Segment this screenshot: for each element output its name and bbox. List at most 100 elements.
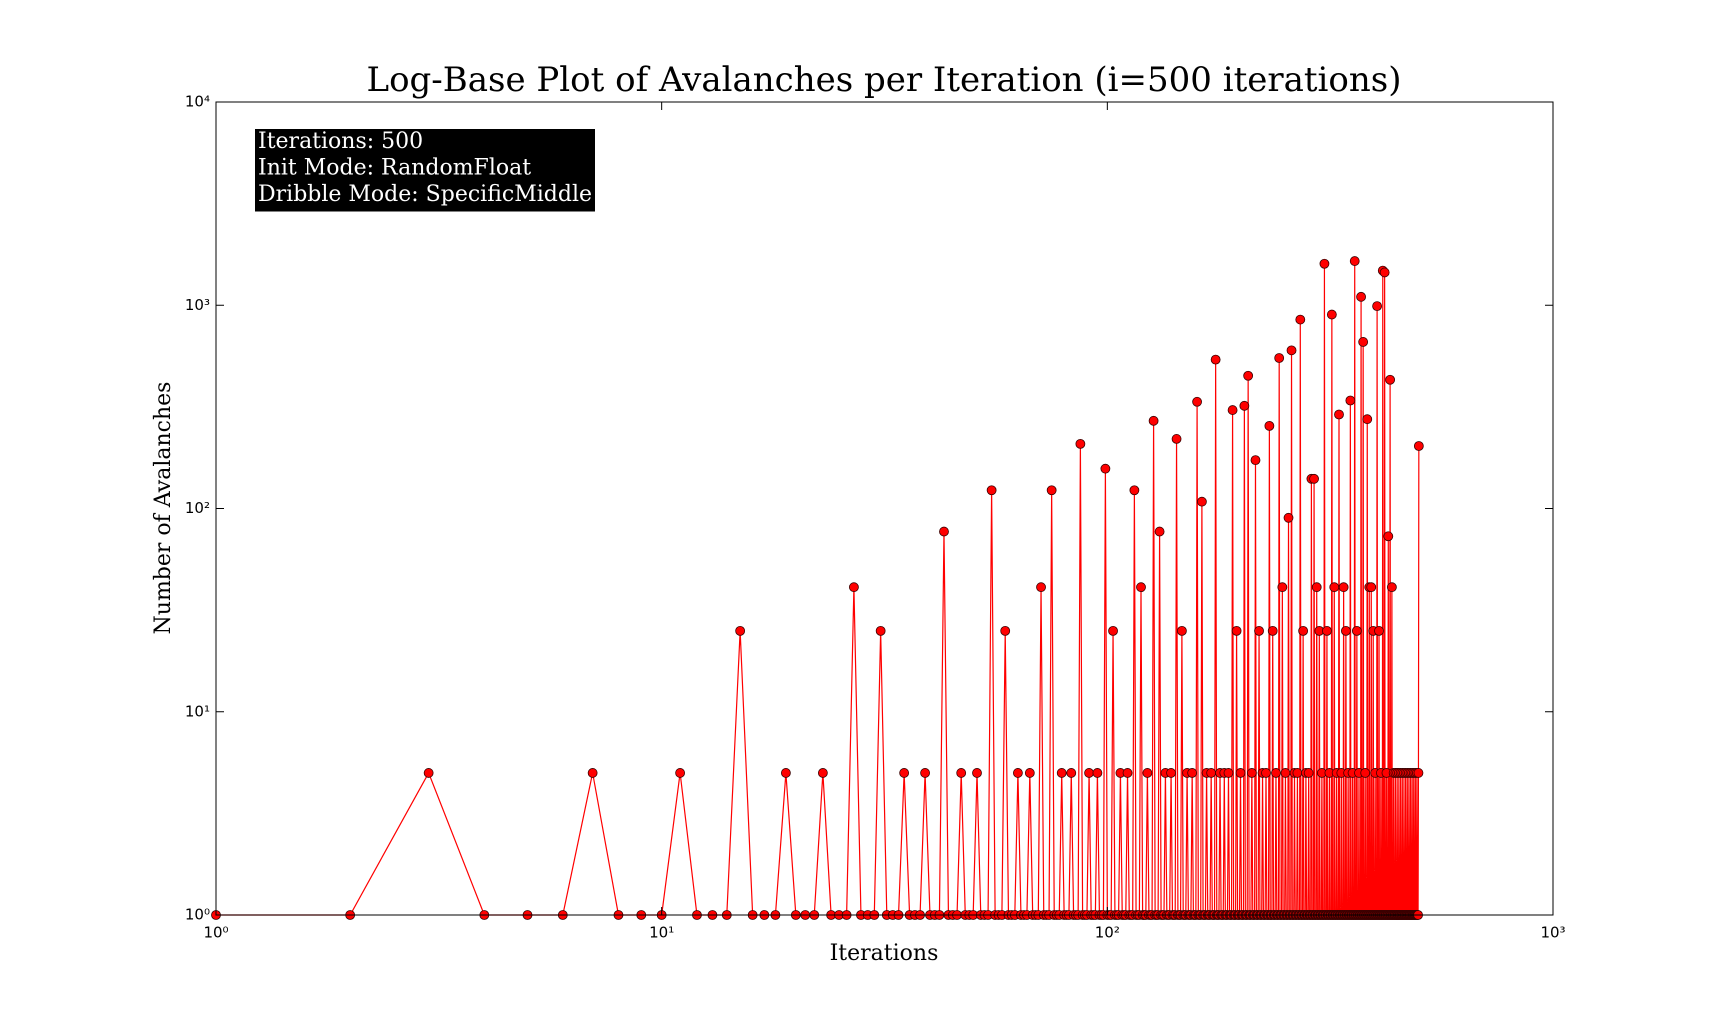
annotation-background — [255, 129, 595, 212]
data-point — [1349, 256, 1360, 266]
data-point — [1385, 374, 1395, 385]
data-point — [1246, 768, 1257, 778]
data-point — [587, 768, 598, 778]
annotation-line: Init Mode: RandomFloat — [258, 156, 531, 181]
data-point — [735, 625, 746, 636]
data-point — [899, 768, 910, 778]
data-point — [1166, 768, 1176, 778]
data-point — [1413, 768, 1424, 778]
data-point — [1267, 625, 1278, 636]
data-point — [1264, 420, 1275, 431]
data-point — [1235, 768, 1246, 778]
data-point — [1148, 415, 1159, 426]
data-point — [780, 768, 791, 778]
data-point — [1108, 625, 1118, 636]
data-point — [1338, 582, 1349, 593]
data-point — [1345, 395, 1356, 406]
data-point — [1309, 473, 1319, 484]
chart-title: Log-Base Plot of Avalanches per Iteratio… — [366, 60, 1401, 100]
data-point — [1372, 301, 1382, 312]
data-point — [1084, 768, 1094, 778]
data-point — [1154, 526, 1165, 537]
data-point — [1046, 485, 1057, 496]
data-point — [1362, 414, 1373, 425]
x-tick-label: 10² — [1095, 924, 1120, 942]
data-point — [956, 768, 967, 778]
annotation-line: Dribble Mode: SpecificMiddle — [258, 182, 592, 207]
data-point — [1013, 768, 1023, 778]
data-point — [1261, 768, 1271, 778]
data-point — [875, 625, 886, 636]
data-point — [1366, 582, 1377, 593]
data-point — [1129, 485, 1140, 496]
data-point — [1386, 582, 1397, 593]
data-point — [1177, 625, 1187, 636]
data-point — [939, 526, 949, 537]
data-point — [1334, 409, 1344, 420]
data-point — [1122, 768, 1133, 778]
data-point — [1298, 625, 1309, 636]
data-point — [1360, 768, 1371, 778]
data-point — [1274, 353, 1285, 363]
data-point — [1243, 370, 1254, 381]
data-point — [1036, 582, 1046, 593]
data-point — [972, 768, 982, 778]
y-tick-label: 10⁴ — [185, 93, 210, 111]
data-point — [1286, 345, 1297, 356]
data-point — [675, 768, 686, 778]
y-tick-label: 10³ — [185, 296, 210, 314]
data-point — [1303, 768, 1314, 778]
data-point — [1277, 582, 1288, 593]
data-point — [1319, 258, 1330, 269]
data-point — [1254, 625, 1264, 636]
y-tick-label: 10² — [185, 499, 210, 517]
data-point — [1322, 625, 1332, 636]
annotation-line: Iterations: 500 — [258, 129, 423, 154]
data-point — [1358, 337, 1369, 347]
data-point — [1092, 768, 1103, 778]
data-point — [1413, 441, 1424, 451]
data-point — [1066, 768, 1077, 778]
data-point — [1295, 314, 1306, 325]
data-point — [1383, 531, 1394, 542]
data-point — [1210, 354, 1221, 365]
series-line — [216, 261, 1420, 916]
x-tick-label: 10⁰ — [203, 924, 228, 942]
data-point — [1227, 405, 1238, 415]
data-point — [1292, 768, 1303, 778]
data-point — [1187, 768, 1198, 778]
data-point — [849, 582, 859, 593]
x-tick-label: 10¹ — [649, 924, 674, 942]
data-point — [1283, 512, 1294, 523]
data-point — [1356, 291, 1366, 302]
data-point — [1326, 309, 1337, 320]
data-point — [986, 485, 997, 496]
x-tick-label: 10³ — [1540, 924, 1565, 942]
data-point — [1351, 625, 1362, 636]
data-point — [1231, 625, 1242, 636]
data-point — [1280, 768, 1291, 778]
data-point — [1056, 768, 1067, 778]
data-point — [1024, 768, 1035, 778]
data-point — [423, 768, 434, 778]
data-point — [1136, 582, 1146, 593]
data-point — [1379, 267, 1390, 278]
data-point — [1271, 768, 1281, 778]
data-point — [1206, 768, 1217, 778]
plot-area — [211, 256, 1424, 920]
data-point — [1311, 582, 1322, 593]
data-point — [1239, 400, 1250, 411]
data-point — [1329, 582, 1340, 593]
data-point — [1250, 455, 1261, 466]
data-point — [1196, 496, 1207, 507]
data-point — [1171, 434, 1182, 444]
data-point — [1340, 625, 1351, 636]
data-point — [1075, 438, 1086, 449]
y-tick-label: 10⁰ — [185, 906, 210, 924]
data-point — [1000, 625, 1011, 636]
y-tick-label: 10¹ — [185, 702, 210, 720]
data-point — [1374, 625, 1384, 636]
data-point — [920, 768, 930, 778]
